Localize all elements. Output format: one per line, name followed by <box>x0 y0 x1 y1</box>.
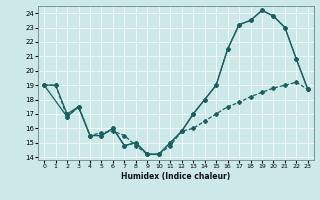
X-axis label: Humidex (Indice chaleur): Humidex (Indice chaleur) <box>121 172 231 181</box>
